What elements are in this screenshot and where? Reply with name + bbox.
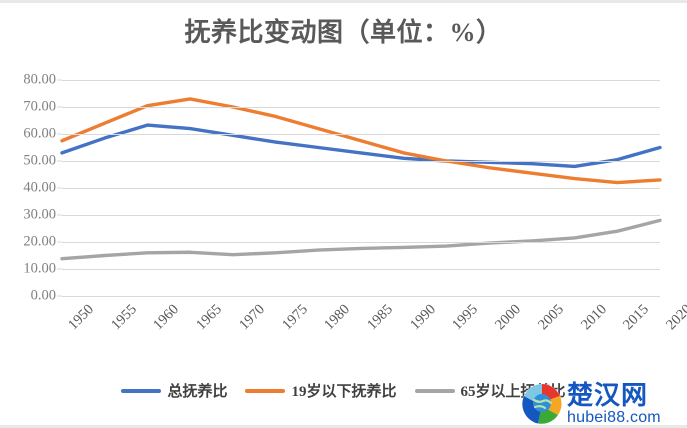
x-axis-tick-label: 2015 (620, 301, 653, 334)
page-edge-bottom (0, 425, 687, 428)
gridline (62, 188, 660, 189)
x-axis-tick-label: 1990 (406, 301, 439, 334)
y-axis: 80.00 70.00 60.00 50.00 40.00 30.00 20.00 10.00… (0, 72, 62, 304)
y-axis-tick-mark (57, 241, 62, 243)
y-axis-tick-label: 30.00 (23, 206, 56, 223)
x-axis-tick-label: 1975 (278, 301, 311, 334)
gridline (62, 215, 660, 216)
y-axis-tick-mark (57, 187, 62, 189)
x-axis-tick-label: 2010 (577, 301, 610, 334)
y-axis-tick-label: 0.00 (30, 287, 56, 304)
y-axis-tick-label: 10.00 (23, 260, 56, 277)
series-lines (60, 97, 662, 261)
series-line (60, 97, 662, 185)
gridline (62, 242, 660, 243)
gridline (62, 134, 660, 135)
plot-area (60, 80, 662, 297)
watermark: 楚汉网 hubei88.com (520, 380, 687, 428)
y-axis-tick-mark (57, 160, 62, 162)
gridline (62, 296, 660, 297)
x-axis-tick-label: 1955 (107, 301, 140, 334)
legend-color-swatch (414, 388, 455, 393)
series-line (60, 123, 662, 169)
x-axis-tick-label: 1965 (193, 301, 226, 334)
x-axis-tick-label: 1970 (235, 301, 268, 334)
y-axis-tick-label: 50.00 (23, 152, 56, 169)
y-axis-tick-label: 80.00 (23, 71, 56, 88)
watermark-brand: 楚汉网 (567, 380, 649, 410)
x-axis-tick-label: 2020 (663, 301, 687, 334)
y-axis-tick-label: 70.00 (23, 98, 56, 115)
legend-item[interactable]: 19岁以下抚养比 (245, 380, 397, 401)
y-axis-tick-mark (57, 133, 62, 135)
gridline (62, 161, 660, 162)
y-axis-tick-label: 40.00 (23, 179, 56, 196)
y-axis-tick-mark (57, 214, 62, 216)
gridline (62, 269, 660, 270)
legend-color-swatch (121, 388, 162, 393)
page-edge-top (0, 0, 687, 3)
y-axis-tick-mark (57, 295, 62, 297)
globe-swirl-icon (522, 384, 562, 424)
legend-label: 19岁以下抚养比 (291, 384, 397, 400)
chart-title: 抚养比变动图（单位：%） (184, 18, 503, 47)
x-axis-tick-label: 1960 (150, 301, 183, 334)
series-line (60, 218, 662, 261)
x-axis-tick-label: 2000 (492, 301, 525, 334)
legend-item[interactable]: 总抚养比 (121, 380, 227, 401)
y-axis-tick-mark (57, 268, 62, 270)
x-axis: 1950 1955 1960 1965 1970 1975 1980 1985 1990 1995… (62, 300, 687, 362)
y-axis-tick-mark (57, 106, 62, 108)
y-axis-tick-mark (57, 79, 62, 81)
gridline (62, 107, 660, 108)
x-axis-tick-label: 1980 (321, 301, 354, 334)
x-axis-tick-label: 1985 (364, 301, 396, 334)
y-axis-tick-label: 20.00 (23, 233, 56, 250)
legend-color-swatch (245, 388, 286, 393)
legend-label: 总抚养比 (167, 384, 228, 400)
x-axis-tick-label: 1950 (65, 301, 97, 334)
x-axis-tick-label: 2005 (534, 301, 567, 334)
y-axis-tick-label: 60.00 (23, 125, 56, 142)
gridline (62, 80, 660, 81)
watermark-text: 楚汉网 hubei88.com (567, 382, 661, 426)
x-axis-tick-label: 1995 (449, 301, 482, 334)
watermark-url: hubei88.com (567, 409, 661, 426)
